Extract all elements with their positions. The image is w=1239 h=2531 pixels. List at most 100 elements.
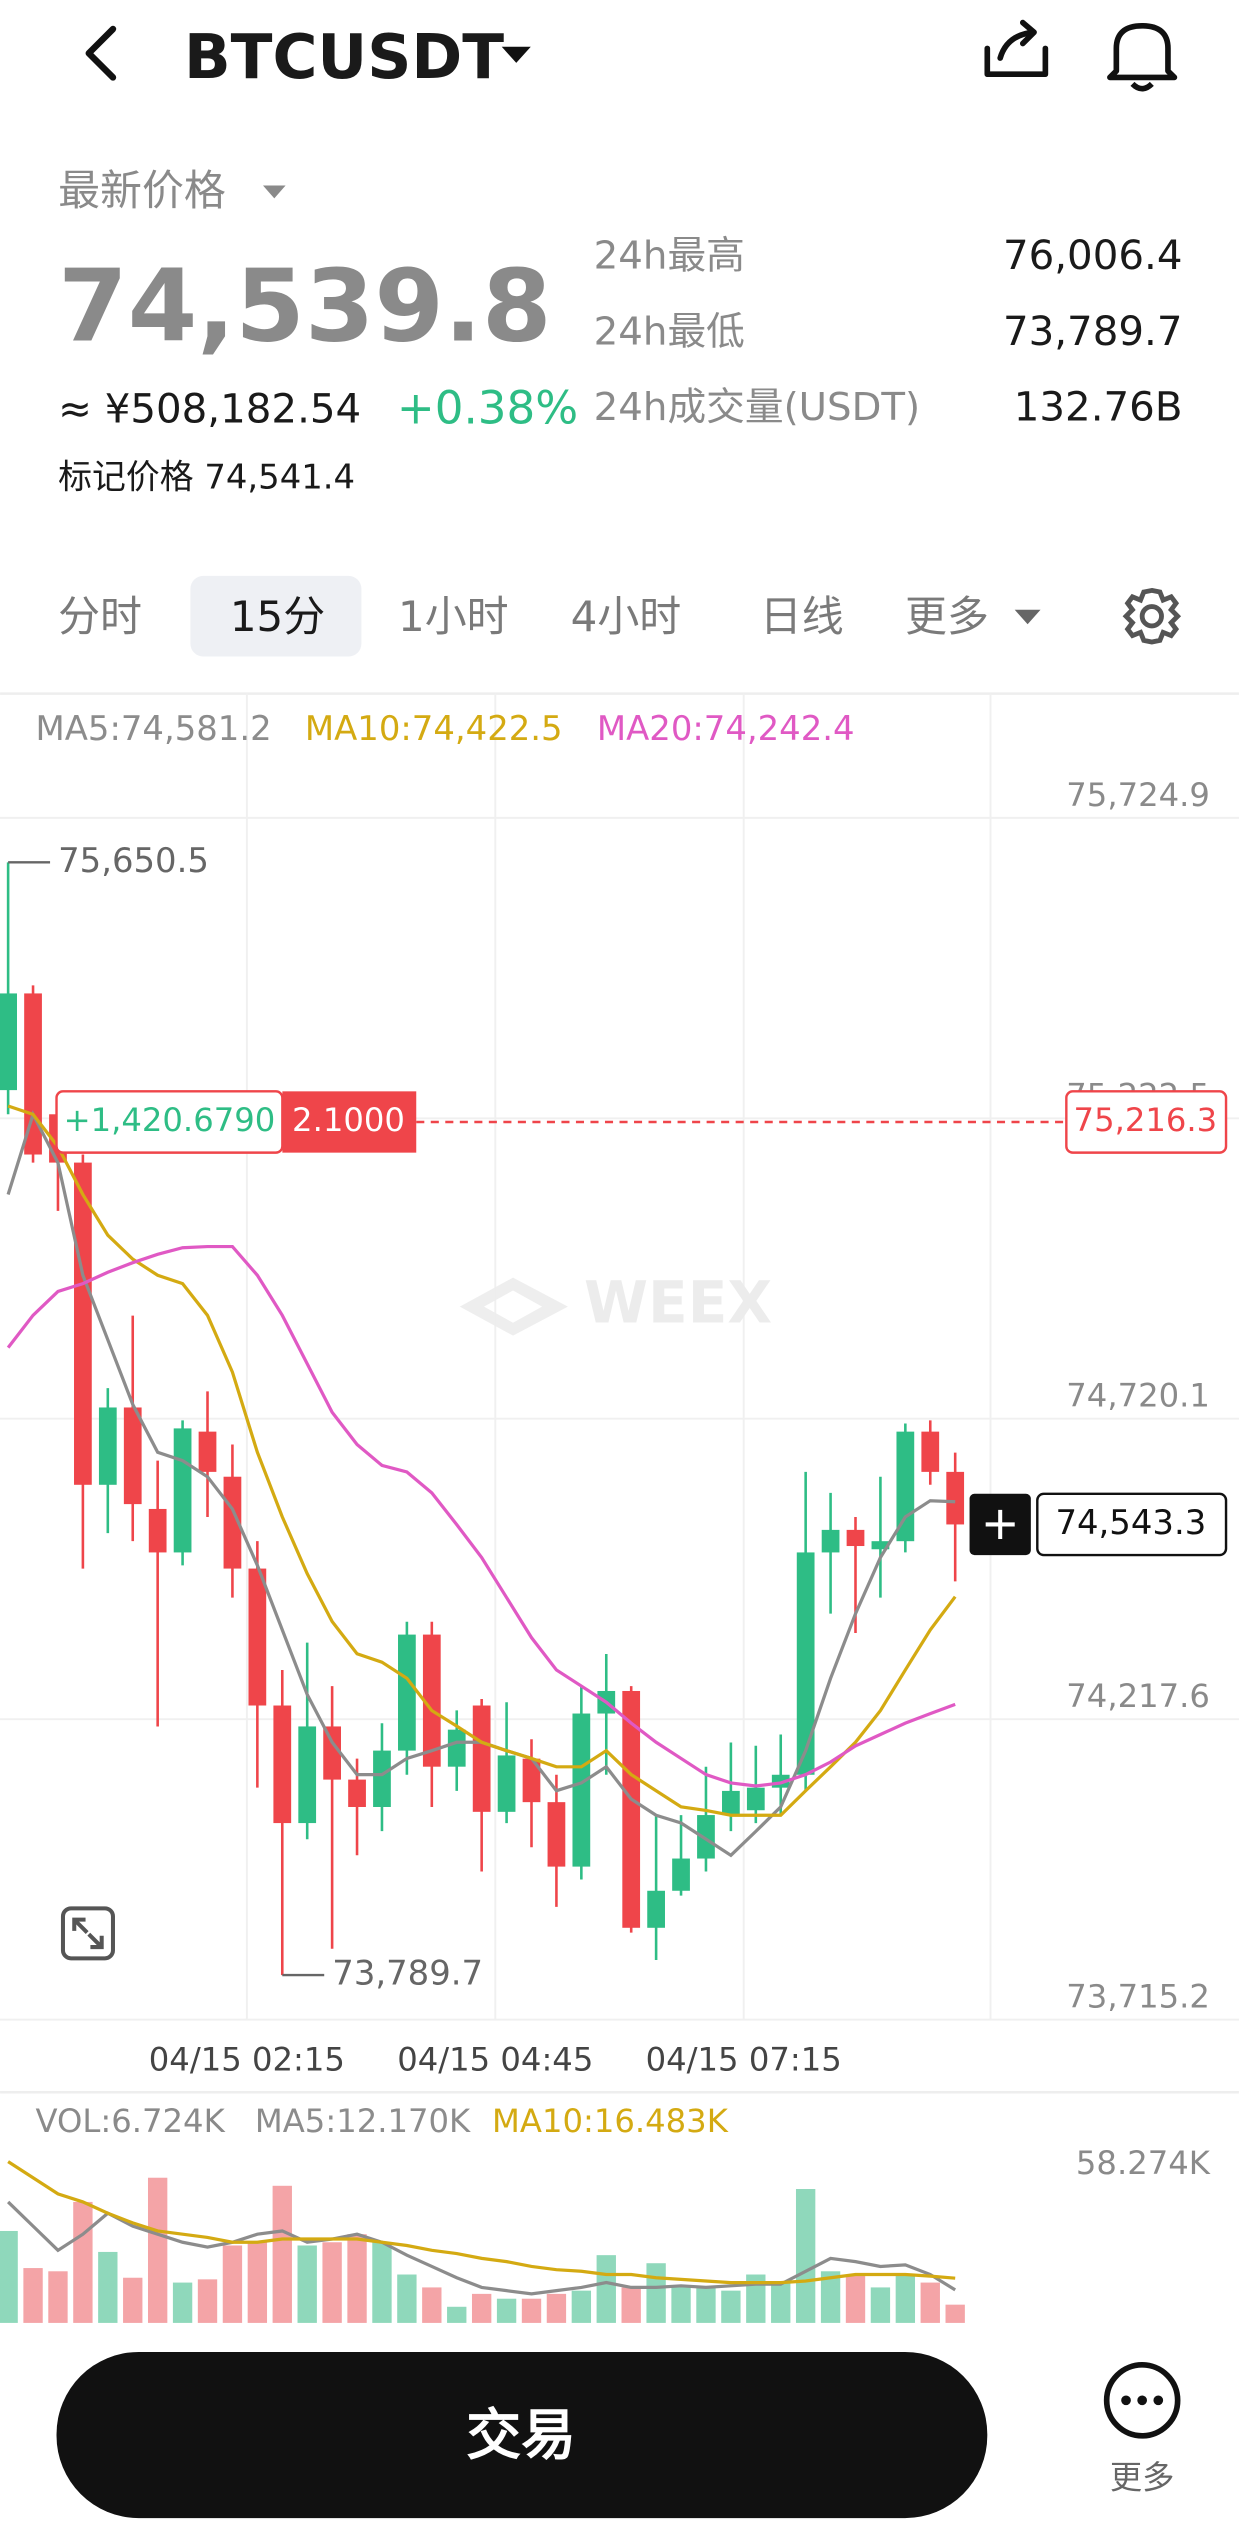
candle-body (98, 1407, 117, 1485)
volume-bar (48, 2271, 68, 2323)
trade-button-label[interactable]: 交易 (466, 2403, 576, 2467)
volume-bar (98, 2251, 118, 2323)
candle-body (323, 1726, 341, 1780)
settings-button[interactable] (1122, 587, 1182, 645)
candle-body (846, 1529, 865, 1547)
volume-bar (347, 2234, 367, 2323)
last-price-box (1036, 1492, 1228, 1557)
candle-body (796, 1552, 815, 1775)
candle-body (746, 1787, 765, 1811)
volume-bar (521, 2298, 542, 2323)
volume-bar (920, 2282, 940, 2323)
volume-bar (0, 2230, 18, 2323)
candle-body (447, 1729, 466, 1767)
notification-button[interactable] (1107, 22, 1178, 92)
candle-body (198, 1431, 217, 1472)
stat-label: 24h最高 (594, 234, 745, 279)
volume-bar (845, 2274, 866, 2323)
symbol-caret[interactable] (501, 46, 531, 63)
back-button[interactable] (85, 25, 117, 81)
volume-bar (496, 2298, 517, 2323)
timeframe-tab[interactable]: 分时 (58, 592, 142, 641)
volume-legend: MA5:12.170K (255, 2102, 471, 2140)
volume-bar (771, 2282, 791, 2323)
x-tick-label: 04/15 04:45 (397, 2041, 593, 2079)
volume-bar (596, 2255, 616, 2323)
volume-bar (73, 2201, 93, 2323)
stat-label: 24h成交量(USDT) (594, 385, 920, 430)
candle-body (547, 1802, 566, 1867)
timeframe-tab[interactable]: 15分 (230, 592, 325, 641)
more-button[interactable] (1103, 2362, 1181, 2439)
timeframe-tab[interactable]: 1小时 (398, 592, 509, 641)
volume-bar (471, 2293, 492, 2323)
volume-ma-line (7, 2200, 957, 2296)
extreme-label: 73,789.7 (332, 1954, 483, 1993)
candle-body (921, 1431, 940, 1472)
volume-bar (123, 2277, 143, 2323)
volume-bar (945, 2304, 965, 2323)
stat-value: 73,789.7 (1003, 308, 1183, 355)
volume-bar (820, 2271, 841, 2323)
active-tab-bg (190, 575, 362, 657)
more-caret[interactable] (1014, 609, 1041, 625)
last-price-label: 74,543.3 (1055, 1503, 1206, 1542)
watermark (459, 1277, 568, 1336)
mark-price: 标记价格 74,541.4 (58, 458, 355, 497)
cny-price: ≈ ¥508,182.54 (58, 385, 361, 432)
volume-bar (372, 2242, 392, 2323)
candle-body (273, 1705, 292, 1824)
position-pnl: +1,420.6790 (64, 1101, 276, 1139)
volume-bar (197, 2279, 218, 2323)
candle-body (622, 1690, 641, 1928)
volume-bar (422, 2287, 442, 2323)
candle-body (722, 1790, 740, 1816)
ma-line (6, 1244, 956, 1788)
candle-body (572, 1713, 591, 1867)
trade-button[interactable] (56, 2351, 988, 2519)
y-tick-label: 74,217.6 (1066, 1677, 1210, 1715)
candle-body (248, 1568, 267, 1706)
candle-body (223, 1476, 242, 1569)
volume-bar (23, 2268, 43, 2323)
y-tick-label: 74,720.1 (1066, 1377, 1210, 1415)
share-button[interactable] (984, 19, 1049, 78)
x-tick-label: 04/15 02:15 (149, 2041, 345, 2079)
expand-button[interactable] (60, 1906, 115, 1961)
more-label[interactable]: 更多 (1110, 2458, 1175, 2496)
volume-bar (646, 2263, 666, 2323)
y-tick-label: 58.274K (1076, 2144, 1211, 2182)
volume-bar (397, 2274, 417, 2323)
position-price: 75,216.3 (1074, 1101, 1218, 1139)
timeframe-tab[interactable]: 日线 (760, 592, 844, 641)
candle-body (697, 1815, 715, 1859)
add-order-icon[interactable] (985, 1509, 1015, 1539)
candle-body (348, 1779, 366, 1807)
volume-bar (297, 2245, 317, 2323)
volume-bar (795, 2189, 816, 2323)
price-label[interactable]: 最新价格 (58, 166, 226, 215)
volume-bar (746, 2274, 766, 2323)
candle-body (821, 1529, 840, 1553)
position-qty: 2.1000 (292, 1101, 405, 1139)
y-tick-label: 73,715.2 (1066, 1978, 1210, 2016)
timeframe-tab[interactable]: 4小时 (571, 592, 682, 641)
volume-legend: MA10:16.483K (492, 2102, 729, 2140)
volume-bar (272, 2185, 292, 2323)
timeframe-tab[interactable]: 更多 (905, 592, 989, 641)
candle-body (123, 1407, 142, 1505)
price-label-caret[interactable] (262, 185, 286, 199)
volume-bar (621, 2287, 641, 2323)
volume-bar (247, 2242, 268, 2323)
candle-body (472, 1705, 491, 1812)
volume-bar (222, 2245, 243, 2323)
candle-body (871, 1541, 890, 1550)
price-change: +0.38% (397, 381, 578, 434)
stat-value: 132.76B (1014, 384, 1183, 431)
symbol[interactable]: BTCUSDT (184, 22, 504, 93)
ma-line (7, 1104, 957, 1817)
candle-body (74, 1162, 92, 1485)
candle-body (173, 1428, 192, 1553)
